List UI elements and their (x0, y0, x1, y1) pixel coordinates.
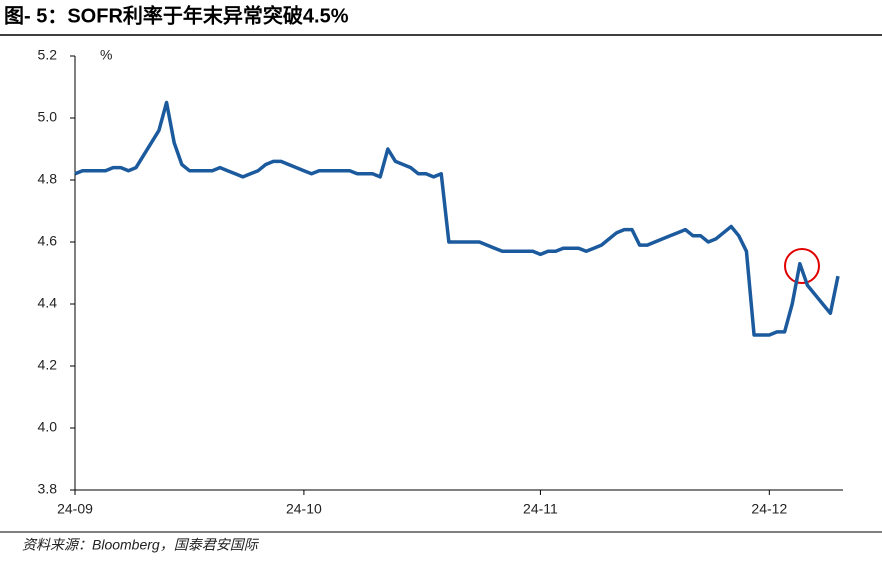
chart-title: 图- 5：SOFR利率于年末异常突破4.5% (4, 3, 349, 27)
y-tick-label: 4.4 (38, 295, 58, 311)
y-unit: % (100, 47, 112, 63)
y-tick-label: 4.2 (38, 357, 58, 373)
x-tick-label: 24-09 (57, 501, 93, 517)
data-line (74, 100, 840, 337)
y-tick-label: 5.0 (38, 109, 58, 125)
x-tick-label: 24-11 (523, 501, 558, 517)
y-tick-label: 3.8 (38, 481, 58, 497)
y-tick-label: 4.0 (38, 419, 58, 435)
x-tick-label: 24-12 (751, 501, 787, 517)
source-note: 资料来源：Bloomberg，国泰君安国际 (22, 537, 260, 553)
y-tick-label: 4.6 (38, 233, 58, 249)
x-tick-label: 24-10 (286, 501, 322, 517)
highlight-circle (784, 248, 820, 284)
y-tick-label: 5.2 (38, 47, 58, 63)
y-tick-label: 4.8 (38, 171, 58, 187)
